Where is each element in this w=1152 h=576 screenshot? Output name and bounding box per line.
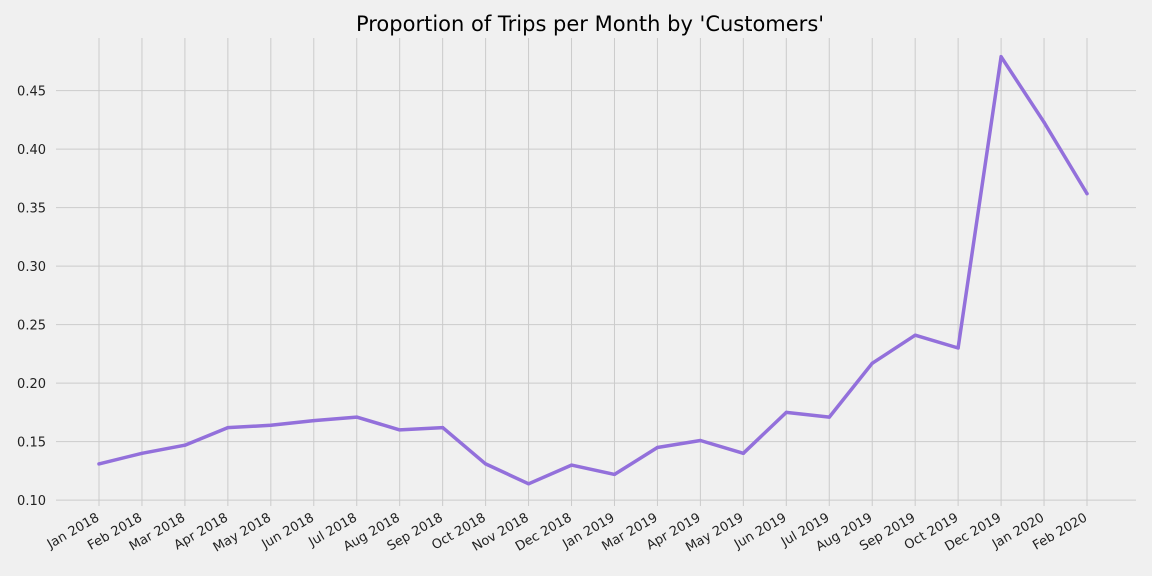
y-tick-label: 0.40 [17, 143, 46, 158]
chart-title: Proportion of Trips per Month by 'Custom… [356, 12, 824, 36]
data-point [784, 410, 788, 414]
data-point [226, 426, 230, 430]
data-point [870, 361, 874, 365]
data-point [569, 463, 574, 467]
data-point [183, 443, 187, 447]
data-point [526, 482, 531, 486]
y-tick-label: 0.45 [17, 85, 46, 100]
data-point [140, 451, 144, 455]
y-tick-label: 0.15 [17, 436, 46, 451]
data-point [312, 418, 316, 423]
y-tick-label: 0.30 [17, 260, 46, 275]
data-point [655, 445, 660, 450]
data-point [956, 346, 960, 350]
data-point [999, 55, 1003, 59]
y-tick-label: 0.35 [17, 202, 46, 217]
data-point [741, 451, 745, 455]
data-point [827, 415, 831, 419]
data-point [698, 438, 702, 443]
data-point [441, 426, 445, 430]
series-layer [97, 54, 1089, 486]
data-point [484, 462, 488, 466]
data-point [913, 333, 917, 337]
series-line [97, 54, 1089, 486]
data-point [1085, 192, 1089, 196]
grid-layer [56, 38, 1136, 506]
data-point [1042, 120, 1046, 124]
data-point [612, 472, 617, 477]
y-tick-label: 0.10 [17, 494, 46, 509]
y-tick-label: 0.20 [17, 377, 46, 392]
data-point [355, 415, 359, 419]
data-point [97, 462, 101, 466]
y-tick-label: 0.25 [17, 319, 46, 334]
data-point [269, 423, 273, 427]
data-point [398, 428, 402, 432]
y-axis-tick-labels: 0.10 0.15 0.20 0.25 0.30 0.35 0.40 0.45 [17, 85, 46, 509]
